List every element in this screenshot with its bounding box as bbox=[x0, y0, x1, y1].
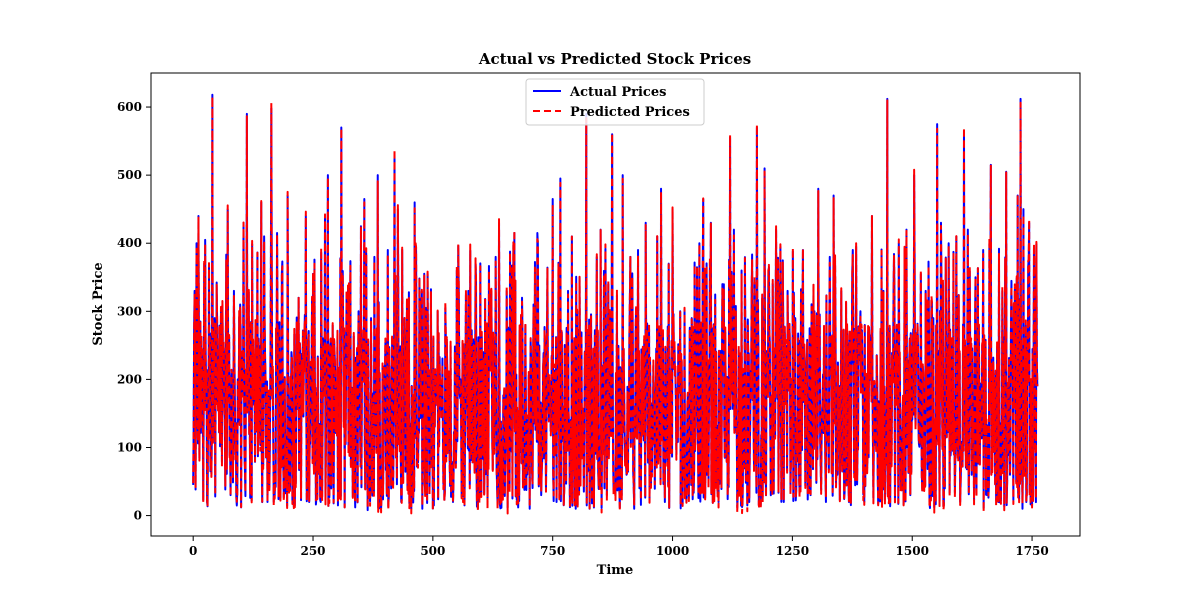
x-tick-label: 1250 bbox=[776, 544, 809, 558]
y-tick-label: 300 bbox=[117, 304, 142, 318]
y-tick-label: 100 bbox=[117, 440, 142, 454]
x-axis: 0 250 500 750 1000 1250 1500 1750 bbox=[189, 536, 1049, 558]
y-tick-label: 500 bbox=[117, 168, 142, 182]
x-tick-label: 250 bbox=[300, 544, 325, 558]
y-axis-label: Stock Price bbox=[91, 262, 106, 345]
legend-label-predicted: Predicted Prices bbox=[570, 105, 690, 120]
legend-box bbox=[525, 78, 705, 126]
x-tick-label: 1750 bbox=[1015, 544, 1048, 558]
y-tick-label: 600 bbox=[117, 100, 142, 114]
x-tick-label: 500 bbox=[420, 544, 445, 558]
axes-frame bbox=[150, 72, 1081, 537]
chart-title: Actual vs Predicted Stock Prices bbox=[478, 50, 751, 68]
x-tick-label: 750 bbox=[540, 544, 565, 558]
x-tick-label: 0 bbox=[189, 544, 197, 558]
y-tick-label: 200 bbox=[117, 372, 142, 386]
x-axis-label: Time bbox=[597, 563, 634, 578]
y-tick-label: 400 bbox=[117, 236, 142, 250]
x-tick-label: 1000 bbox=[656, 544, 689, 558]
y-axis: 0 100 200 300 400 500 600 bbox=[117, 100, 151, 523]
series-line-predicted-prices bbox=[192, 95, 1039, 515]
legend: Actual Prices Predicted Prices bbox=[525, 78, 705, 126]
x-tick-label: 1500 bbox=[896, 544, 929, 558]
legend-label-actual: Actual Prices bbox=[569, 85, 666, 100]
plot-area bbox=[192, 93, 1039, 515]
y-tick-label: 0 bbox=[134, 509, 142, 523]
